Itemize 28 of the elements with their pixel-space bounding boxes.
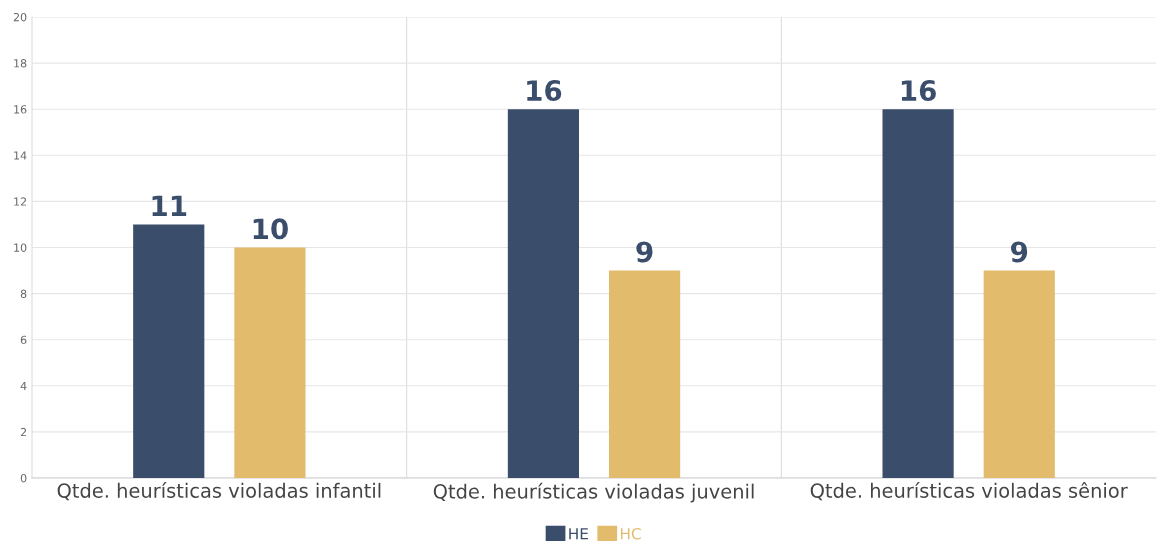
y-tick-label: 2 [20, 427, 27, 437]
bar [133, 224, 205, 478]
y-tick-label: 18 [14, 59, 27, 68]
y-tick-label: 16 [14, 105, 27, 114]
data-label: 9 [636, 241, 653, 263]
data-label: 9 [1011, 241, 1028, 263]
y-tick-label: 14 [14, 151, 27, 160]
y-tick-label: 10 [14, 243, 27, 252]
data-label: 16 [527, 80, 562, 102]
data-label: 10 [253, 218, 288, 240]
x-tick-label: Qtde. heurísticas violadas sênior [810, 482, 1128, 501]
y-tick-label: 6 [20, 335, 27, 345]
y-tick-label: 20 [13, 12, 27, 22]
y-tick-label: 0 [20, 473, 27, 483]
bar [983, 270, 1055, 478]
bar [608, 270, 681, 478]
x-tick-label: Qtde. heurísticas violadas infantil [57, 482, 381, 501]
x-tick-label: Qtde. heurísticas violadas juvenil [433, 482, 754, 503]
y-tick-label: 8 [20, 289, 27, 298]
bar [234, 247, 306, 478]
bar [507, 109, 580, 478]
data-label: 16 [901, 80, 936, 102]
y-tick-label: 12 [14, 197, 27, 206]
data-label: 11 [152, 195, 187, 216]
legend-label: HE [569, 528, 588, 540]
y-tick-label: 4 [20, 381, 27, 391]
legend-label: HC [620, 527, 641, 540]
bar [882, 109, 954, 478]
